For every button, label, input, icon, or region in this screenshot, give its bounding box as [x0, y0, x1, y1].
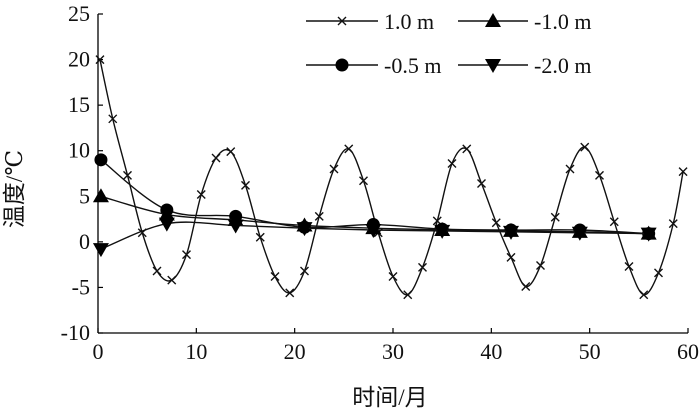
data-point	[595, 170, 604, 180]
data-point	[270, 271, 280, 281]
data-point	[95, 55, 105, 65]
legend-label: -2.0 m	[534, 53, 591, 78]
data-point	[344, 144, 354, 154]
data-point	[434, 224, 451, 239]
legend: 1.0 m -0.5 m -1.0 m -2.0 m	[306, 9, 591, 78]
data-point	[565, 164, 575, 174]
data-point	[158, 206, 175, 221]
data-point	[609, 217, 619, 227]
data-point	[403, 290, 413, 300]
data-point	[580, 142, 590, 152]
data-point	[388, 271, 398, 281]
data-point	[158, 217, 175, 232]
data-point	[92, 243, 109, 258]
data-point	[640, 227, 657, 242]
x-tick-label: 20	[284, 339, 306, 364]
legend-label: 1.0 m	[384, 9, 434, 34]
data-point	[94, 153, 108, 167]
x-tick-label: 50	[579, 339, 601, 364]
data-point	[491, 218, 501, 228]
legend-entry-2: -0.5 m	[306, 53, 441, 78]
data-point	[536, 261, 545, 271]
data-point	[418, 262, 427, 272]
data-point	[167, 275, 177, 285]
data-point	[668, 219, 678, 229]
data-point	[550, 212, 560, 222]
y-tick-label: 20	[68, 47, 90, 72]
data-point	[152, 266, 162, 276]
data-point	[226, 147, 236, 157]
data-point	[227, 219, 244, 234]
data-point	[285, 288, 295, 298]
data-point	[506, 252, 516, 262]
data-point	[365, 224, 382, 239]
x-tick-label: 60	[677, 339, 699, 364]
y-tick-label: -10	[61, 320, 90, 345]
data-point	[182, 250, 191, 260]
legend-label: -1.0 m	[534, 9, 591, 34]
legend-marker	[485, 59, 501, 73]
y-tick-label: 5	[79, 183, 90, 208]
series-line	[99, 59, 684, 296]
legend-marker	[335, 58, 349, 72]
y-tick-label: -5	[72, 274, 90, 299]
series-layer	[92, 55, 688, 300]
series-4	[92, 217, 657, 258]
data-point	[571, 226, 588, 241]
data-point	[196, 189, 206, 199]
x-axis-title: 时间/月	[352, 385, 427, 410]
legend-entry-3: -1.0 m	[458, 9, 591, 34]
data-point	[241, 180, 250, 190]
data-point	[624, 261, 634, 271]
data-point	[300, 266, 309, 276]
data-point	[255, 232, 265, 242]
y-axis-title: 温度/℃	[2, 150, 27, 228]
x-tick-label: 0	[93, 339, 104, 364]
data-point	[654, 268, 663, 278]
x-tick-label: 10	[185, 339, 207, 364]
data-point	[296, 222, 313, 237]
data-point	[329, 164, 339, 174]
legend-label: -0.5 m	[384, 53, 441, 78]
data-point	[521, 282, 531, 292]
data-point	[678, 167, 688, 177]
data-point	[92, 188, 109, 203]
x-tick-label: 30	[382, 339, 404, 364]
data-point	[123, 170, 132, 180]
data-point	[639, 290, 649, 300]
legend-marker	[485, 13, 501, 27]
data-point	[108, 114, 118, 124]
legend-marker	[337, 16, 347, 26]
axes: -10 -5 0 5 10 15 20 25 0 10 20 30 40 50 60	[61, 1, 699, 364]
data-point	[211, 153, 221, 163]
data-point	[447, 158, 457, 168]
y-tick-label: 0	[79, 229, 90, 254]
data-point	[462, 144, 472, 154]
x-tick-label: 40	[480, 339, 502, 364]
data-point	[503, 225, 519, 240]
y-tick-label: 10	[68, 138, 90, 163]
y-tick-label: 15	[68, 92, 90, 117]
legend-entry-4: -2.0 m	[458, 53, 591, 78]
data-point	[477, 179, 486, 189]
series-1	[95, 55, 688, 300]
data-point	[359, 176, 368, 186]
y-tick-label: 25	[68, 1, 90, 26]
legend-entry-1: 1.0 m	[306, 9, 434, 34]
data-point	[314, 211, 324, 221]
